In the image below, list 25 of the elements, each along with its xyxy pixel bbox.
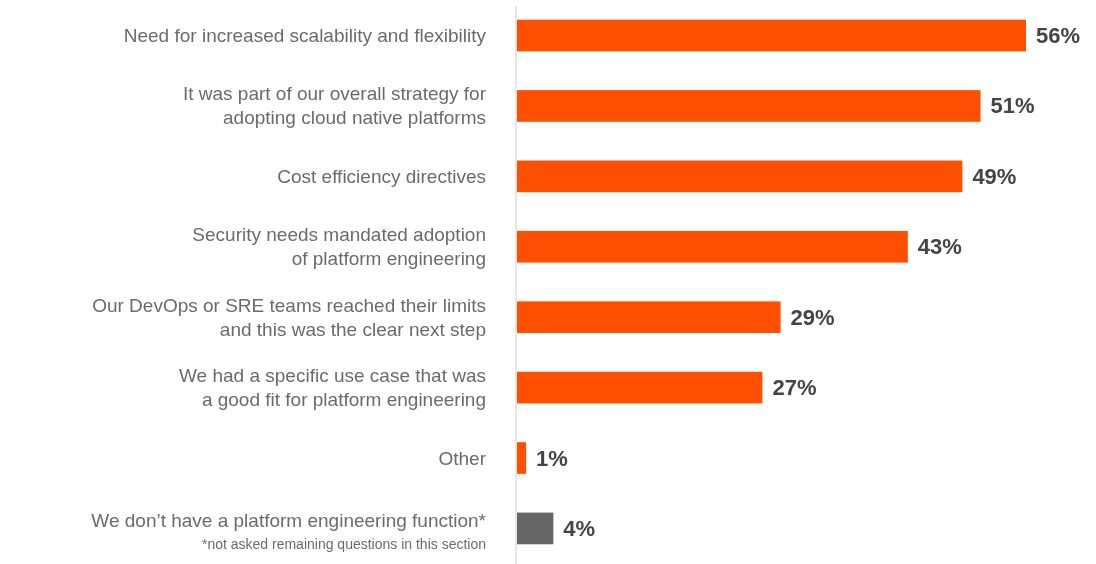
- bar: [517, 230, 908, 263]
- data-label: 27%: [772, 375, 817, 401]
- data-label: 51%: [990, 93, 1035, 119]
- y-tick-label: We don’t have a platform engineering function*: [91, 509, 487, 531]
- bar: [517, 371, 763, 404]
- y-tick-label: We had a specific use case that was a good fit for platform engineering: [179, 365, 486, 411]
- bar: [517, 301, 781, 334]
- y-tick-label: Our DevOps or SRE teams reached their limits and this was the clear next step: [92, 294, 486, 340]
- bar: [517, 19, 1026, 52]
- data-label: 29%: [790, 304, 835, 330]
- y-tick-label: Other: [438, 447, 487, 469]
- data-label: 1%: [536, 445, 568, 471]
- bar: [517, 90, 981, 122]
- y-tick-label: It was part of our overall strategy for adopting cloud native platforms: [182, 83, 487, 129]
- data-label: 56%: [1036, 23, 1081, 49]
- data-label: 43%: [917, 234, 962, 260]
- text: *not asked remaining questions in this section: [201, 536, 486, 553]
- data-label: 49%: [972, 163, 1017, 189]
- y-tick-label: Need for increased scalability and flexibility: [123, 25, 487, 47]
- bar: [517, 160, 963, 193]
- data-label: 4%: [563, 515, 596, 541]
- y-tick-label: Cost efficiency directives: [277, 165, 486, 187]
- bar: [517, 442, 527, 474]
- y-tick-label: Security needs mandated adoption of platform engineering: [192, 224, 486, 270]
- bar: [517, 512, 554, 545]
